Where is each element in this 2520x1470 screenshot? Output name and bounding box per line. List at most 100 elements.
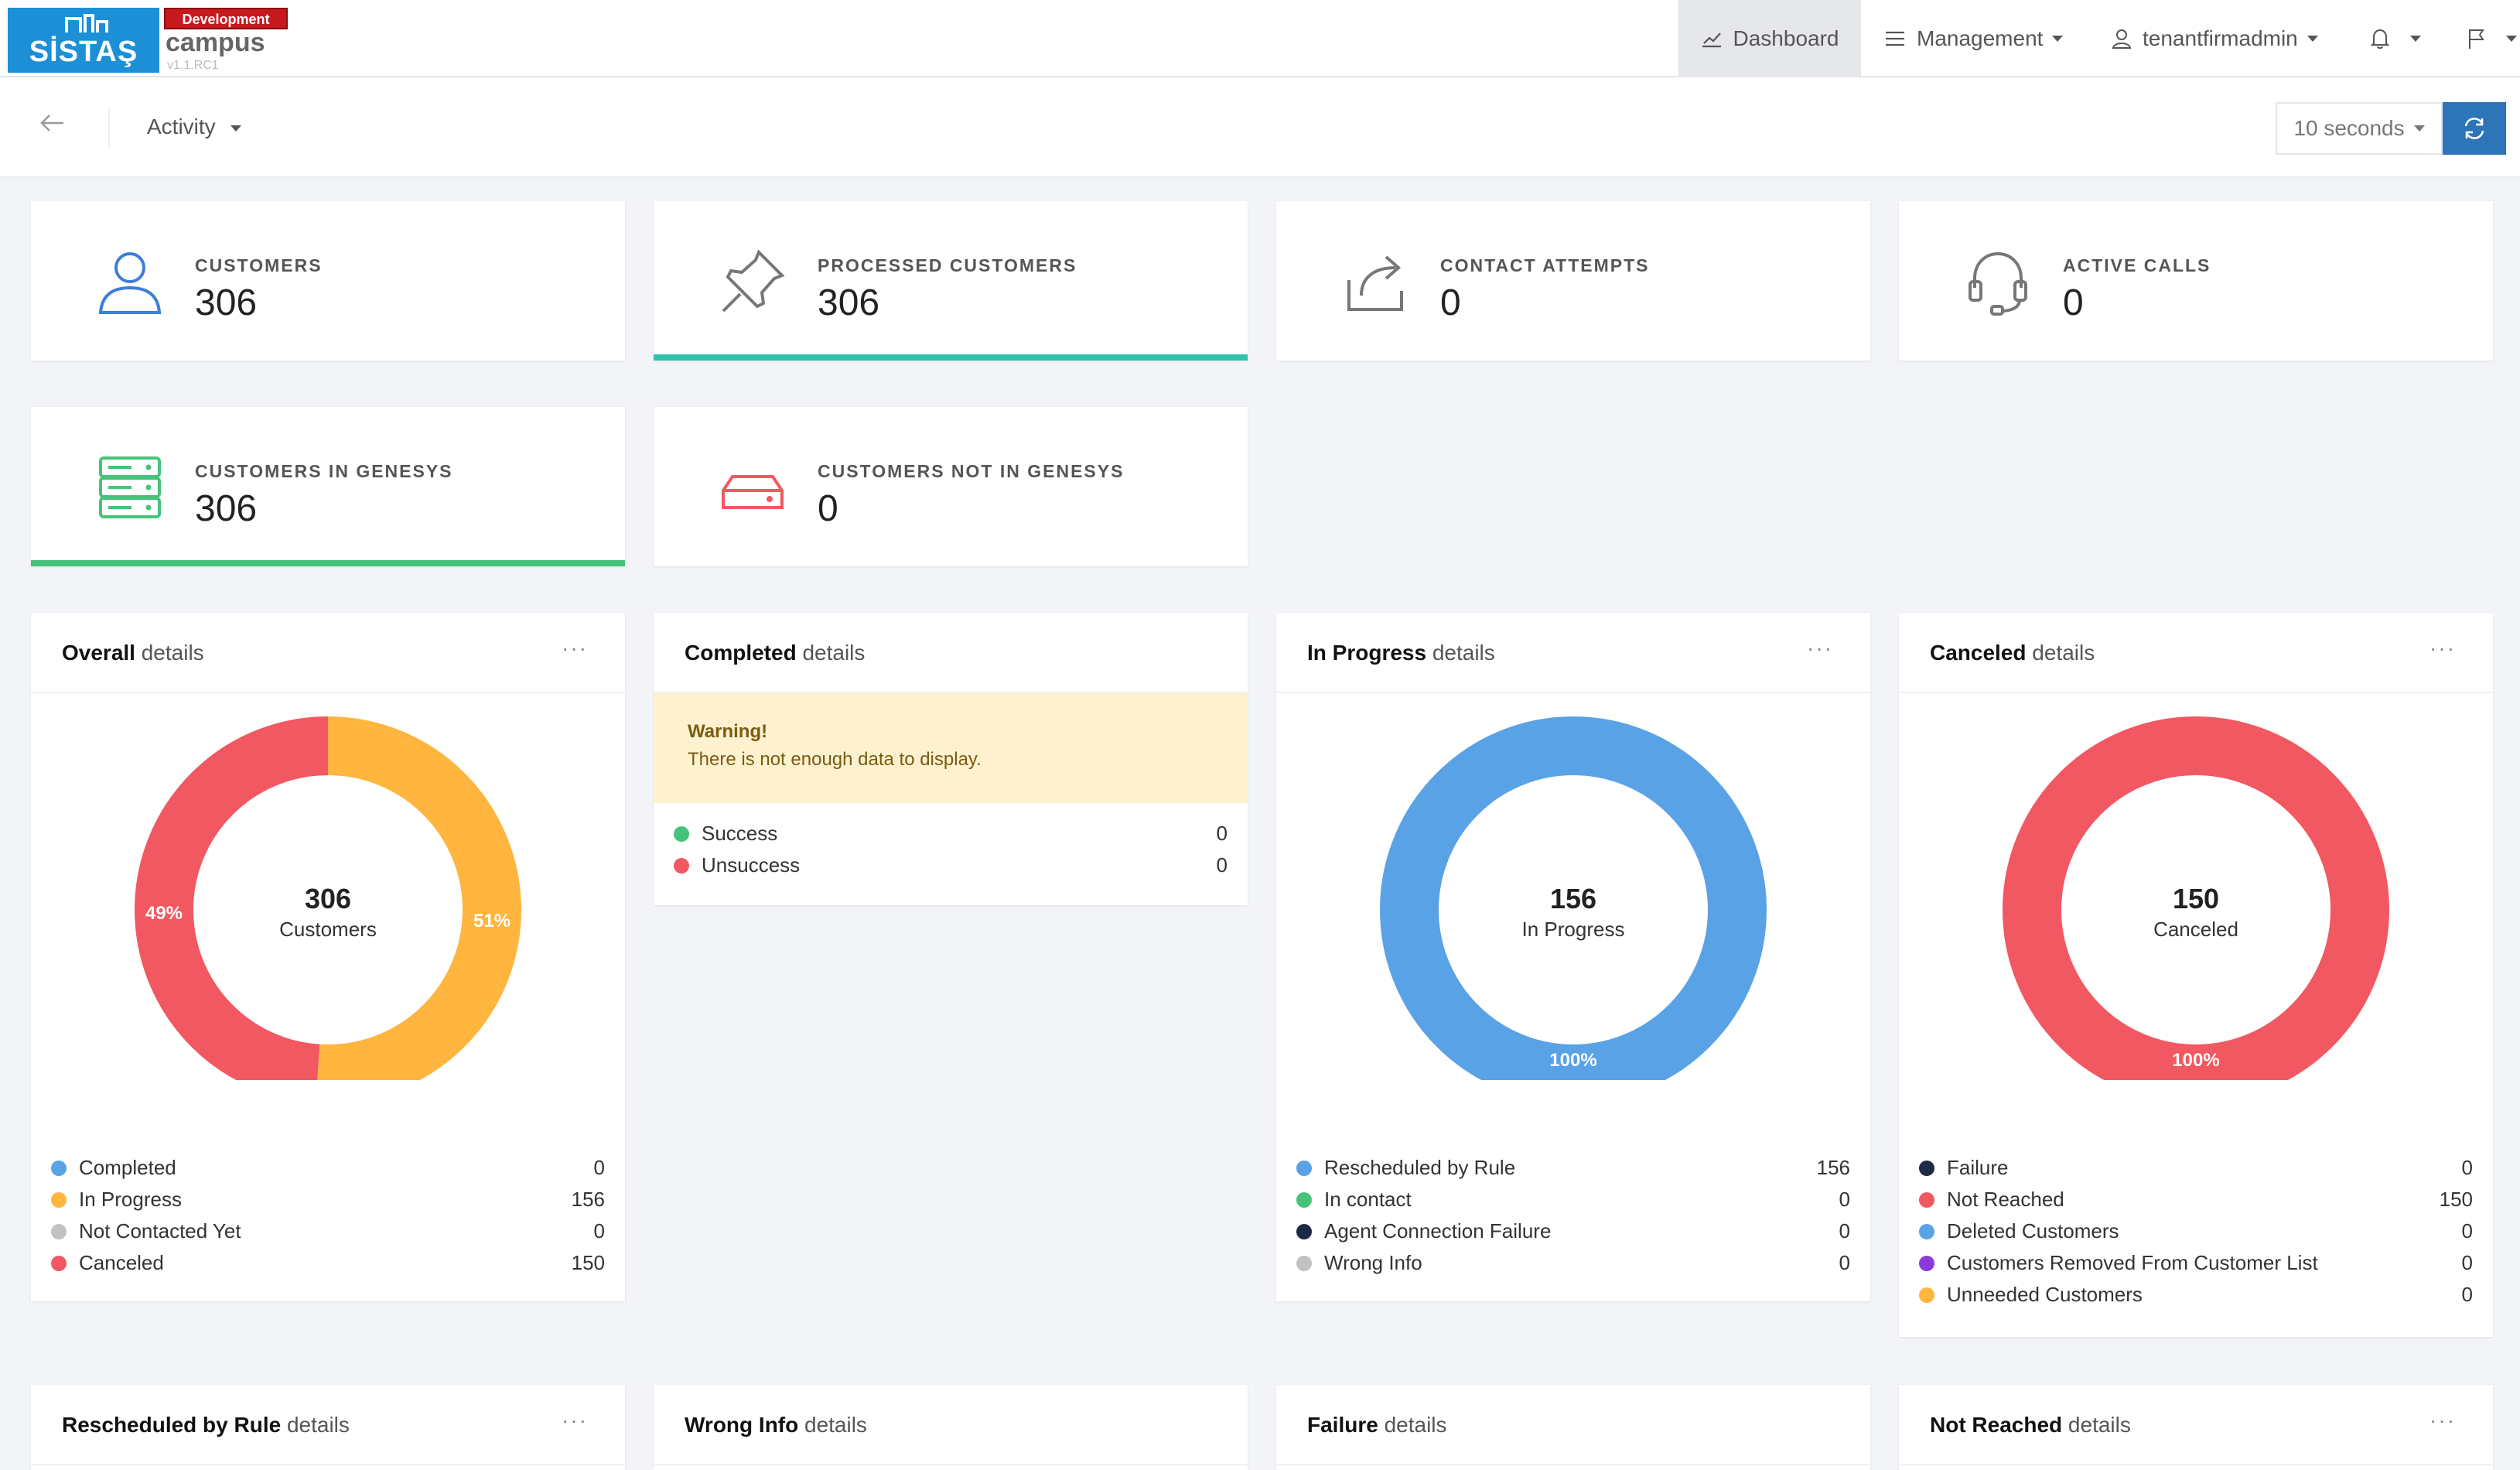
card-title: In Progress details xyxy=(1307,641,1495,665)
stat-value: 306 xyxy=(195,488,258,529)
warning-title: Warning! xyxy=(688,721,768,742)
stat-label: PROCESSED CUSTOMERS xyxy=(818,255,1077,275)
legend-label: Not Reached xyxy=(1947,1188,2064,1211)
card-title: Failure details xyxy=(1307,1413,1447,1437)
legend-dot xyxy=(1296,1224,1312,1239)
overall-donut-chart: 306 Customers 49% 51% xyxy=(135,716,521,1080)
top-navbar: SİSTAŞ Development campus v1.1.RC1 Dashb… xyxy=(0,0,2520,77)
nav-management-label: Management xyxy=(1917,26,2044,50)
share-out-icon xyxy=(1347,255,1403,311)
legend-row: Deleted Customers 0 xyxy=(1919,1218,2473,1250)
stat-value: 0 xyxy=(2063,282,2084,323)
nav-dashboard-label: Dashboard xyxy=(1733,26,1839,50)
refresh-interval-label: 10 seconds xyxy=(2293,116,2405,140)
overall-details-card: Overall details ··· 306 Customers 49% 51… xyxy=(31,613,625,1301)
legend-row: Not Reached 150 xyxy=(1919,1186,2473,1218)
legend-row: Completed 0 xyxy=(51,1154,605,1186)
legend-label: Unsuccess xyxy=(702,853,801,877)
refresh-interval-select[interactable]: 10 seconds xyxy=(2276,102,2443,155)
stat-progress-bar xyxy=(31,560,625,566)
legend-row: In contact 0 xyxy=(1296,1186,1850,1218)
legend-label: Success xyxy=(702,822,778,845)
legend-dot xyxy=(1919,1256,1934,1271)
refresh-button[interactable] xyxy=(2443,102,2506,155)
completed-details-card: Completed details Warning! There is not … xyxy=(654,613,1248,905)
legend-label: Failure xyxy=(1947,1156,2009,1179)
chevron-down-icon xyxy=(2413,125,2425,132)
back-arrow-icon[interactable] xyxy=(39,111,67,135)
more-options-button[interactable]: ··· xyxy=(2430,1408,2456,1432)
bell-icon xyxy=(2370,29,2390,50)
activity-dropdown[interactable]: Activity xyxy=(147,115,242,139)
donut-center-value: 306 xyxy=(305,883,351,914)
legend-label: Agent Connection Failure xyxy=(1324,1219,1552,1243)
canceled-legend: Failure 0 Not Reached 150 Deleted Customer… xyxy=(1919,1154,2473,1313)
stat-card-customers-not-in-genesys[interactable]: CUSTOMERS NOT IN GENESYS 0 xyxy=(654,407,1248,566)
donut-pct-label: 100% xyxy=(1549,1050,1596,1071)
more-options-button[interactable]: ··· xyxy=(562,636,588,660)
nav-language[interactable] xyxy=(2467,0,2517,77)
legend-dot xyxy=(674,858,689,873)
legend-value: 0 xyxy=(1839,1219,1850,1243)
legend-dot xyxy=(51,1224,67,1239)
stat-card-contact-attempts[interactable]: CONTACT ATTEMPTS 0 xyxy=(1276,201,1870,361)
sub-toolbar: Activity 10 seconds xyxy=(0,77,2520,178)
user-outline-icon xyxy=(98,252,162,314)
toolbar-divider xyxy=(108,108,110,147)
legend-value: 150 xyxy=(571,1251,605,1274)
more-options-button[interactable]: ··· xyxy=(2430,636,2456,660)
card-title: Canceled details xyxy=(1930,641,2095,665)
legend-row: Failure 0 xyxy=(1919,1154,2473,1186)
legend-row: Unsuccess 0 xyxy=(674,852,1228,884)
sistas-logo[interactable]: SİSTAŞ xyxy=(8,8,159,73)
legend-value: 0 xyxy=(2461,1156,2473,1179)
more-options-button[interactable]: ··· xyxy=(1807,636,1833,660)
stat-value: 0 xyxy=(1440,282,1461,323)
legend-label: Canceled xyxy=(79,1251,164,1274)
nav-dashboard[interactable]: Dashboard xyxy=(1678,0,1861,77)
card-header: In Progress details ··· xyxy=(1276,613,1870,693)
legend-dot xyxy=(1919,1287,1934,1303)
more-options-button[interactable]: ··· xyxy=(562,1408,588,1432)
legend-row: Customers Removed From Customer List 0 xyxy=(1919,1250,2473,1281)
stat-card-customers-in-genesys[interactable]: CUSTOMERS IN GENESYS 306 xyxy=(31,407,625,566)
warning-message: There is not enough data to display. xyxy=(688,749,982,770)
wrong-info-details-card: Wrong Info details xyxy=(654,1385,1248,1470)
not-reached-details-card: Not Reached details ··· xyxy=(1899,1385,2493,1470)
legend-label: Unneeded Customers xyxy=(1947,1283,2143,1306)
stat-card-active-calls[interactable]: ACTIVE CALLS 0 xyxy=(1899,201,2493,361)
legend-value: 0 xyxy=(1839,1188,1850,1211)
overall-legend: Completed 0 In Progress 156 Not Contacted … xyxy=(51,1154,605,1281)
nav-user-menu[interactable]: tenantfirmadmin xyxy=(2112,0,2318,77)
stat-progress-bar xyxy=(654,354,1248,361)
card-title: Wrong Info details xyxy=(685,1413,867,1437)
warning-alert: Warning! There is not enough data to dis… xyxy=(654,693,1248,803)
logo-mark-icon xyxy=(65,14,108,32)
in-progress-legend: Rescheduled by Rule 156 In contact 0 Agent… xyxy=(1296,1154,1850,1281)
stat-label: CUSTOMERS xyxy=(195,255,323,275)
legend-value: 156 xyxy=(1816,1156,1850,1179)
legend-dot xyxy=(1296,1192,1312,1208)
legend-row: Not Contacted Yet 0 xyxy=(51,1218,605,1250)
nav-management[interactable]: Management xyxy=(1884,0,2064,77)
legend-label: Wrong Info xyxy=(1324,1251,1422,1274)
activity-label: Activity xyxy=(147,115,216,138)
card-title: Rescheduled by Rule details xyxy=(62,1413,350,1437)
legend-value: 0 xyxy=(2461,1219,2473,1243)
legend-dot xyxy=(1919,1161,1934,1176)
donut-pct-right: 51% xyxy=(473,911,510,932)
stat-card-customers[interactable]: CUSTOMERS 306 xyxy=(31,201,625,361)
stat-label: ACTIVE CALLS xyxy=(2063,255,2211,275)
pushpin-icon xyxy=(722,249,785,313)
donut-center-label: Canceled xyxy=(2153,918,2238,941)
stat-card-processed-customers[interactable]: PROCESSED CUSTOMERS 306 xyxy=(654,201,1248,361)
headset-icon xyxy=(1969,251,2027,316)
legend-row: In Progress 156 xyxy=(51,1186,605,1218)
legend-label: Completed xyxy=(79,1156,176,1179)
nav-notifications[interactable] xyxy=(2370,0,2421,77)
legend-row: Unneeded Customers 0 xyxy=(1919,1281,2473,1313)
canceled-details-card: Canceled details ··· 150 Canceled 100% F… xyxy=(1899,613,2493,1337)
failure-details-card: Failure details xyxy=(1276,1385,1870,1470)
card-header: Wrong Info details xyxy=(654,1385,1248,1465)
donut-pct-label: 100% xyxy=(2172,1050,2219,1071)
